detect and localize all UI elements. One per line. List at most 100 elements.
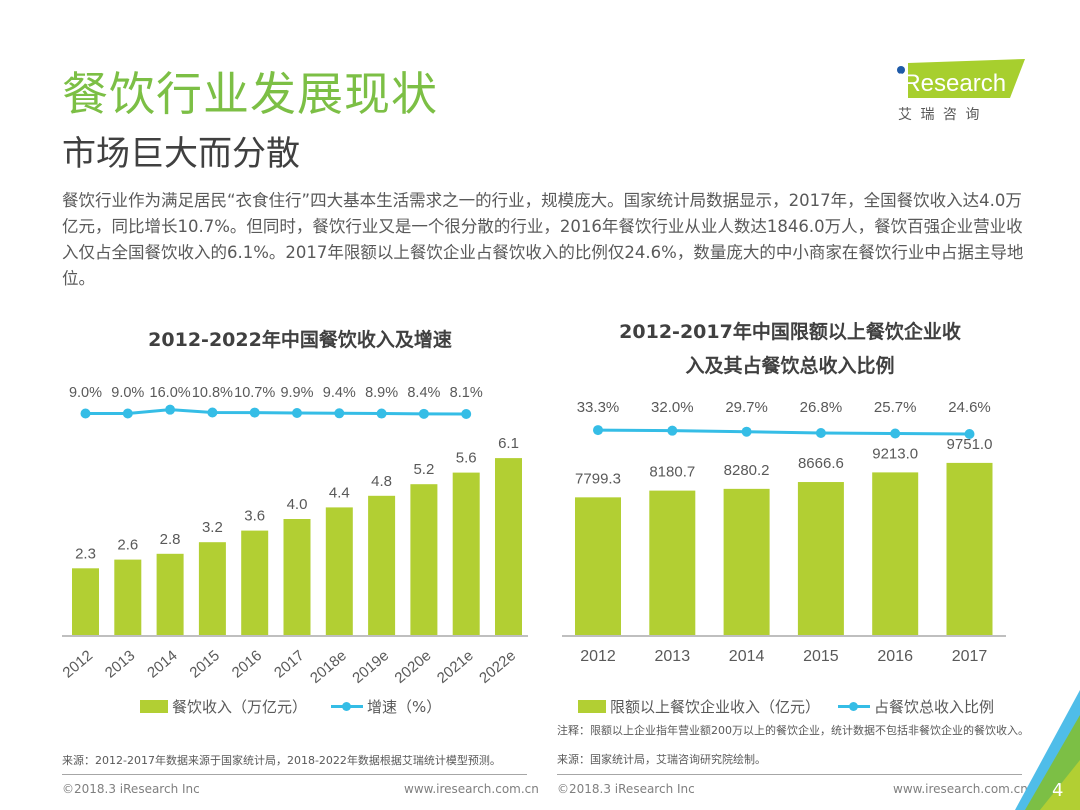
- line-label-2013: 9.0%: [111, 385, 144, 401]
- line-point-2015: [207, 407, 218, 418]
- logo-text: iResearch: [898, 70, 1006, 97]
- bar-label-2016: 9213.0: [872, 445, 918, 462]
- line-point-2013: [667, 425, 678, 436]
- bar-2014: [156, 553, 184, 635]
- line-label-2021e: 8.1%: [450, 385, 483, 401]
- bar-label-2022e: 6.1: [498, 435, 519, 452]
- chart2-title-line2: 入及其占餐饮总收入比例: [685, 355, 895, 377]
- legend-label-revenue: 餐饮收入（万亿元）: [172, 698, 308, 716]
- x-tick-2015: 2015: [803, 648, 839, 665]
- page-number: 4: [1052, 780, 1064, 801]
- line-label-2018e: 9.4%: [323, 385, 356, 401]
- legend-line-swatch: [331, 700, 364, 713]
- chart2-legend: 限额以上餐饮企业收入（亿元） 占餐饮总收入比例: [578, 696, 994, 717]
- line-label-2015: 26.8%: [800, 399, 843, 416]
- line-point-2014: [741, 426, 752, 437]
- bar-2013: [649, 490, 696, 635]
- line-point-2012: [593, 425, 603, 436]
- page-subtitle: 市场巨大而分散: [62, 134, 300, 174]
- bar-2017: [283, 519, 311, 635]
- bar-label-2017: 4.0: [287, 496, 308, 513]
- bar-label-2015: 3.2: [202, 519, 223, 536]
- summary-paragraph: 餐饮行业作为满足居民“衣食住行”四大基本生活需求之一的行业，规模庞大。国家统计局…: [62, 191, 1024, 288]
- legend-line-swatch: [838, 700, 871, 713]
- bar-2016: [872, 472, 919, 635]
- logo-cn-text: 艾 瑞 咨 询: [898, 107, 981, 123]
- line-point-2015: [815, 428, 826, 439]
- bar-2015: [797, 482, 844, 635]
- line-label-2017: 9.9%: [280, 385, 313, 401]
- line-point-2019e: [376, 408, 387, 419]
- bar-2019e: [368, 495, 396, 635]
- line-label-2014: 29.7%: [725, 399, 768, 416]
- line-point-2016: [890, 428, 901, 439]
- line-label-2014: 16.0%: [150, 385, 191, 401]
- line-label-2019e: 8.9%: [365, 385, 398, 401]
- bar-label-2015: 8666.6: [798, 455, 844, 472]
- line-series: [597, 428, 970, 436]
- logo-graphic: iResearch 艾 瑞 咨 询: [897, 59, 1025, 123]
- bar-2018e: [325, 507, 353, 635]
- bar-label-2021e: 5.6: [456, 450, 477, 467]
- bar-label-2013: 8180.7: [649, 464, 695, 481]
- bar-2016: [241, 530, 269, 635]
- x-tick-2012: 2012: [580, 648, 616, 665]
- bar-label-2020e: 5.2: [413, 461, 434, 478]
- legend-label-ratio: 占餐饮总收入比例: [874, 698, 995, 716]
- bar-2017: [946, 462, 993, 635]
- bar-label-2013: 2.6: [117, 537, 138, 554]
- page-title: 餐饮行业发展现状: [62, 67, 438, 121]
- line-point-2014: [165, 404, 176, 415]
- chart1-source: 来源：2012-2017年数据来源于国家统计局，2018-2022年数据根据艾瑞…: [62, 754, 501, 767]
- chart1-legend: 餐饮收入（万亿元） 增速（%）: [140, 696, 441, 717]
- x-tick-2016: 2016: [877, 648, 913, 665]
- line-point-2013: [122, 408, 133, 419]
- legend-label-revenue: 限额以上餐饮企业收入（亿元）: [610, 698, 821, 716]
- bar-2015: [198, 542, 226, 635]
- legend-label-growth: 增速（%）: [367, 698, 442, 716]
- footer-website-right[interactable]: www.iresearch.com.cn: [893, 782, 1028, 796]
- line-label-2015: 10.8%: [192, 385, 233, 401]
- line-label-2016: 10.7%: [234, 385, 275, 401]
- bar-label-2014: 2.8: [160, 531, 181, 548]
- line-label-2013: 32.0%: [651, 399, 694, 416]
- footer-divider-right: [557, 774, 1022, 775]
- chart2-title-line1: 2012-2017年中国限额以上餐饮企业收: [619, 321, 961, 343]
- line-label-2017: 24.6%: [948, 399, 991, 416]
- bar-label-2014: 8280.2: [724, 462, 770, 479]
- x-tick-2017: 2017: [952, 648, 988, 665]
- line-label-2012: 33.3%: [577, 399, 620, 416]
- line-label-2012: 9.0%: [69, 385, 102, 401]
- bar-label-2017: 9751.0: [947, 436, 993, 453]
- chart2-title: 2012-2017年中国限额以上餐饮企业收 入及其占餐饮总收入比例: [560, 315, 1020, 383]
- footer-copyright-right: ©2018.3 iResearch Inc: [557, 782, 695, 796]
- bar-label-2019e: 4.8: [371, 473, 392, 490]
- logo-badge-shape: [908, 59, 1025, 98]
- logo-dot: [897, 66, 905, 74]
- line-label-2016: 25.7%: [874, 399, 917, 416]
- bar-2012: [72, 568, 99, 635]
- line-series: [85, 408, 467, 416]
- x-tick-2013: 2013: [655, 648, 691, 665]
- bar-label-2012: 2.3: [75, 545, 96, 562]
- bar-label-2016: 3.6: [244, 508, 265, 525]
- chart2-note: 注释：限额以上企业指年营业额200万以上的餐饮企业，统计数据不包括非餐饮企业的餐…: [557, 724, 1029, 737]
- legend-bar-swatch: [578, 700, 606, 713]
- chart2-source: 来源：国家统计局，艾瑞咨询研究院绘制。: [557, 753, 766, 766]
- line-point-2021e: [461, 409, 472, 419]
- line-point-2017: [292, 408, 302, 419]
- line-point-2020e: [418, 408, 429, 419]
- bar-2014: [723, 488, 770, 635]
- bar-label-2012: 7799.3: [575, 470, 621, 487]
- footer-website-left[interactable]: www.iresearch.com.cn: [404, 782, 539, 796]
- bar-2021e: [452, 472, 480, 635]
- bar-2022e: [495, 458, 522, 635]
- line-point-2012: [80, 408, 91, 419]
- line-label-2020e: 8.4%: [407, 385, 440, 401]
- x-tick-2014: 2014: [729, 648, 765, 665]
- chart1-title: 2012-2022年中国餐饮收入及增速: [148, 329, 452, 351]
- line-point-2017: [964, 429, 975, 439]
- footer-divider-left: [62, 774, 527, 775]
